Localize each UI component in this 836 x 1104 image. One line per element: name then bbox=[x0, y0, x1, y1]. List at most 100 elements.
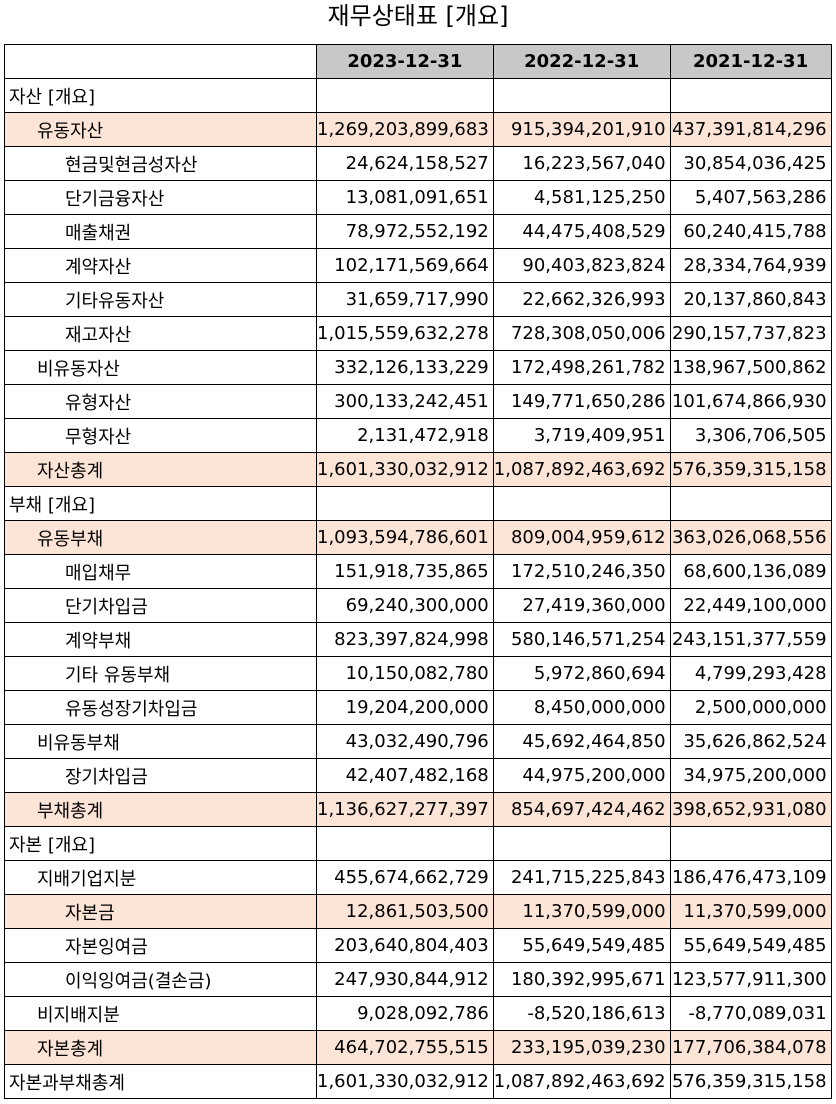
value-cell: 576,359,315,158 bbox=[669, 1064, 832, 1099]
value-cell bbox=[669, 78, 832, 113]
table-row: 유동부채 1,093,594,786,601 809,004,959,612 363,… bbox=[4, 520, 832, 555]
value-cell: 3,719,409,951 bbox=[492, 418, 671, 453]
value-cell: 241,715,225,843 bbox=[492, 860, 671, 895]
value-cell: 11,370,599,000 bbox=[669, 894, 832, 929]
column-header: 2021-12-31 bbox=[669, 44, 832, 79]
value-cell: 576,359,315,158 bbox=[669, 452, 832, 487]
row-label: 비유동부채 bbox=[4, 724, 317, 759]
table-row: 부채총계 1,136,627,277,397 854,697,424,462 398,… bbox=[4, 792, 832, 827]
value-cell: 728,308,050,006 bbox=[492, 316, 671, 351]
table-row: 유동성장기차입금 19,204,200,000 8,450,000,000 2,500… bbox=[4, 690, 832, 725]
table-row: 재고자산 1,015,559,632,278 728,308,050,006 290,… bbox=[4, 316, 832, 351]
report-title: 재무상태표 [개요] bbox=[327, 2, 509, 30]
value-cell bbox=[669, 826, 832, 861]
value-cell: 2,500,000,000 bbox=[669, 690, 832, 725]
row-label: 유동성장기차입금 bbox=[4, 690, 317, 725]
table-row: 유형자산 300,133,242,451 149,771,650,286 101,67… bbox=[4, 384, 832, 419]
row-label: 자본총계 bbox=[4, 1030, 317, 1065]
value-cell: 69,240,300,000 bbox=[316, 588, 494, 623]
value-cell: 9,028,092,786 bbox=[316, 996, 494, 1031]
row-label: 자산 [개요] bbox=[4, 78, 317, 113]
column-header: 2022-12-31 bbox=[492, 44, 671, 79]
value-cell: 455,674,662,729 bbox=[316, 860, 494, 895]
value-cell: 45,692,464,850 bbox=[492, 724, 671, 759]
value-cell: 31,659,717,990 bbox=[316, 282, 494, 317]
row-label: 비지배지분 bbox=[4, 996, 317, 1031]
value-cell: 27,419,360,000 bbox=[492, 588, 671, 623]
value-cell: 363,026,068,556 bbox=[669, 520, 832, 555]
value-cell: 149,771,650,286 bbox=[492, 384, 671, 419]
value-cell: 1,601,330,032,912 bbox=[316, 452, 494, 487]
value-cell: 290,157,737,823 bbox=[669, 316, 832, 351]
row-label: 유동부채 bbox=[4, 520, 317, 555]
value-cell: -8,520,186,613 bbox=[492, 996, 671, 1031]
row-label: 재고자산 bbox=[4, 316, 317, 351]
table-row: 단기차입금 69,240,300,000 27,419,360,000 22,449,… bbox=[4, 588, 832, 623]
value-cell: 44,975,200,000 bbox=[492, 758, 671, 793]
table-row: 무형자산 2,131,472,918 3,719,409,951 3,306,706,… bbox=[4, 418, 832, 453]
table-row: 부채 [개요] bbox=[4, 486, 832, 521]
table-row: 단기금융자산 13,081,091,651 4,581,125,250 5,407,5… bbox=[4, 180, 832, 215]
table-body: 자산 [개요] 유동자산 1,269,203,899,683 915,394,201,… bbox=[4, 78, 832, 1099]
table-row: 기타유동자산 31,659,717,990 22,662,326,993 20,137… bbox=[4, 282, 832, 317]
value-cell bbox=[492, 486, 671, 521]
value-cell: 203,640,804,403 bbox=[316, 928, 494, 963]
value-cell: 1,087,892,463,692 bbox=[492, 1064, 671, 1099]
table-row: 자본과부채총계 1,601,330,032,912 1,087,892,463,69… bbox=[4, 1064, 832, 1099]
value-cell: 5,972,860,694 bbox=[492, 656, 671, 691]
row-label: 유동자산 bbox=[4, 112, 317, 147]
value-cell: 151,918,735,865 bbox=[316, 554, 494, 589]
value-cell: 101,674,866,930 bbox=[669, 384, 832, 419]
value-cell: 60,240,415,788 bbox=[669, 214, 832, 249]
value-cell: 2,131,472,918 bbox=[316, 418, 494, 453]
value-cell: 4,799,293,428 bbox=[669, 656, 832, 691]
value-cell: 13,081,091,651 bbox=[316, 180, 494, 215]
row-label: 비유동자산 bbox=[4, 350, 317, 385]
value-cell: 30,854,036,425 bbox=[669, 146, 832, 181]
value-cell: 78,972,552,192 bbox=[316, 214, 494, 249]
value-cell: 24,624,158,527 bbox=[316, 146, 494, 181]
value-cell: 138,967,500,862 bbox=[669, 350, 832, 385]
table-row: 자본총계 464,702,755,515 233,195,039,230 177,70… bbox=[4, 1030, 832, 1065]
value-cell: 580,146,571,254 bbox=[492, 622, 671, 657]
value-cell: 823,397,824,998 bbox=[316, 622, 494, 657]
table-row: 이익잉여금(결손금) 247,930,844,912 180,392,995,671… bbox=[4, 962, 832, 997]
row-label: 장기차입금 bbox=[4, 758, 317, 793]
value-cell: 1,093,594,786,601 bbox=[316, 520, 494, 555]
value-cell: 20,137,860,843 bbox=[669, 282, 832, 317]
row-label: 부채 [개요] bbox=[4, 486, 317, 521]
value-cell: 1,136,627,277,397 bbox=[316, 792, 494, 827]
table-row: 비지배지분 9,028,092,786 -8,520,186,613 -8,770,0… bbox=[4, 996, 832, 1031]
value-cell: 55,649,549,485 bbox=[669, 928, 832, 963]
row-label: 계약자산 bbox=[4, 248, 317, 283]
value-cell: 10,150,082,780 bbox=[316, 656, 494, 691]
value-cell: 243,151,377,559 bbox=[669, 622, 832, 657]
column-header: 2023-12-31 bbox=[316, 44, 494, 79]
row-label: 매입채무 bbox=[4, 554, 317, 589]
table-row: 매입채무 151,918,735,865 172,510,246,350 68,600… bbox=[4, 554, 832, 589]
row-label: 계약부채 bbox=[4, 622, 317, 657]
table-row: 계약자산 102,171,569,664 90,403,823,824 28,334,… bbox=[4, 248, 832, 283]
value-cell: 1,269,203,899,683 bbox=[316, 112, 494, 147]
row-label: 기타유동자산 bbox=[4, 282, 317, 317]
table-row: 비유동부채 43,032,490,796 45,692,464,850 35,626,… bbox=[4, 724, 832, 759]
value-cell bbox=[669, 486, 832, 521]
value-cell bbox=[316, 78, 494, 113]
value-cell: 1,601,330,032,912 bbox=[316, 1064, 494, 1099]
row-label: 자본금 bbox=[4, 894, 317, 929]
row-label: 매출채권 bbox=[4, 214, 317, 249]
row-label: 부채총계 bbox=[4, 792, 317, 827]
row-label: 무형자산 bbox=[4, 418, 317, 453]
table-row: 장기차입금 42,407,482,168 44,975,200,000 34,975,… bbox=[4, 758, 832, 793]
row-label: 유형자산 bbox=[4, 384, 317, 419]
value-cell: 915,394,201,910 bbox=[492, 112, 671, 147]
table-row: 비유동자산 332,126,133,229 172,498,261,782 138,9… bbox=[4, 350, 832, 385]
value-cell: 332,126,133,229 bbox=[316, 350, 494, 385]
value-cell bbox=[316, 826, 494, 861]
table-row: 자산 [개요] bbox=[4, 78, 832, 113]
header-row: 2023-12-31 2022-12-31 2021-12-31 bbox=[4, 44, 832, 79]
value-cell: 4,581,125,250 bbox=[492, 180, 671, 215]
value-cell: 854,697,424,462 bbox=[492, 792, 671, 827]
value-cell: 300,133,242,451 bbox=[316, 384, 494, 419]
row-label: 자본과부채총계 bbox=[4, 1064, 317, 1099]
